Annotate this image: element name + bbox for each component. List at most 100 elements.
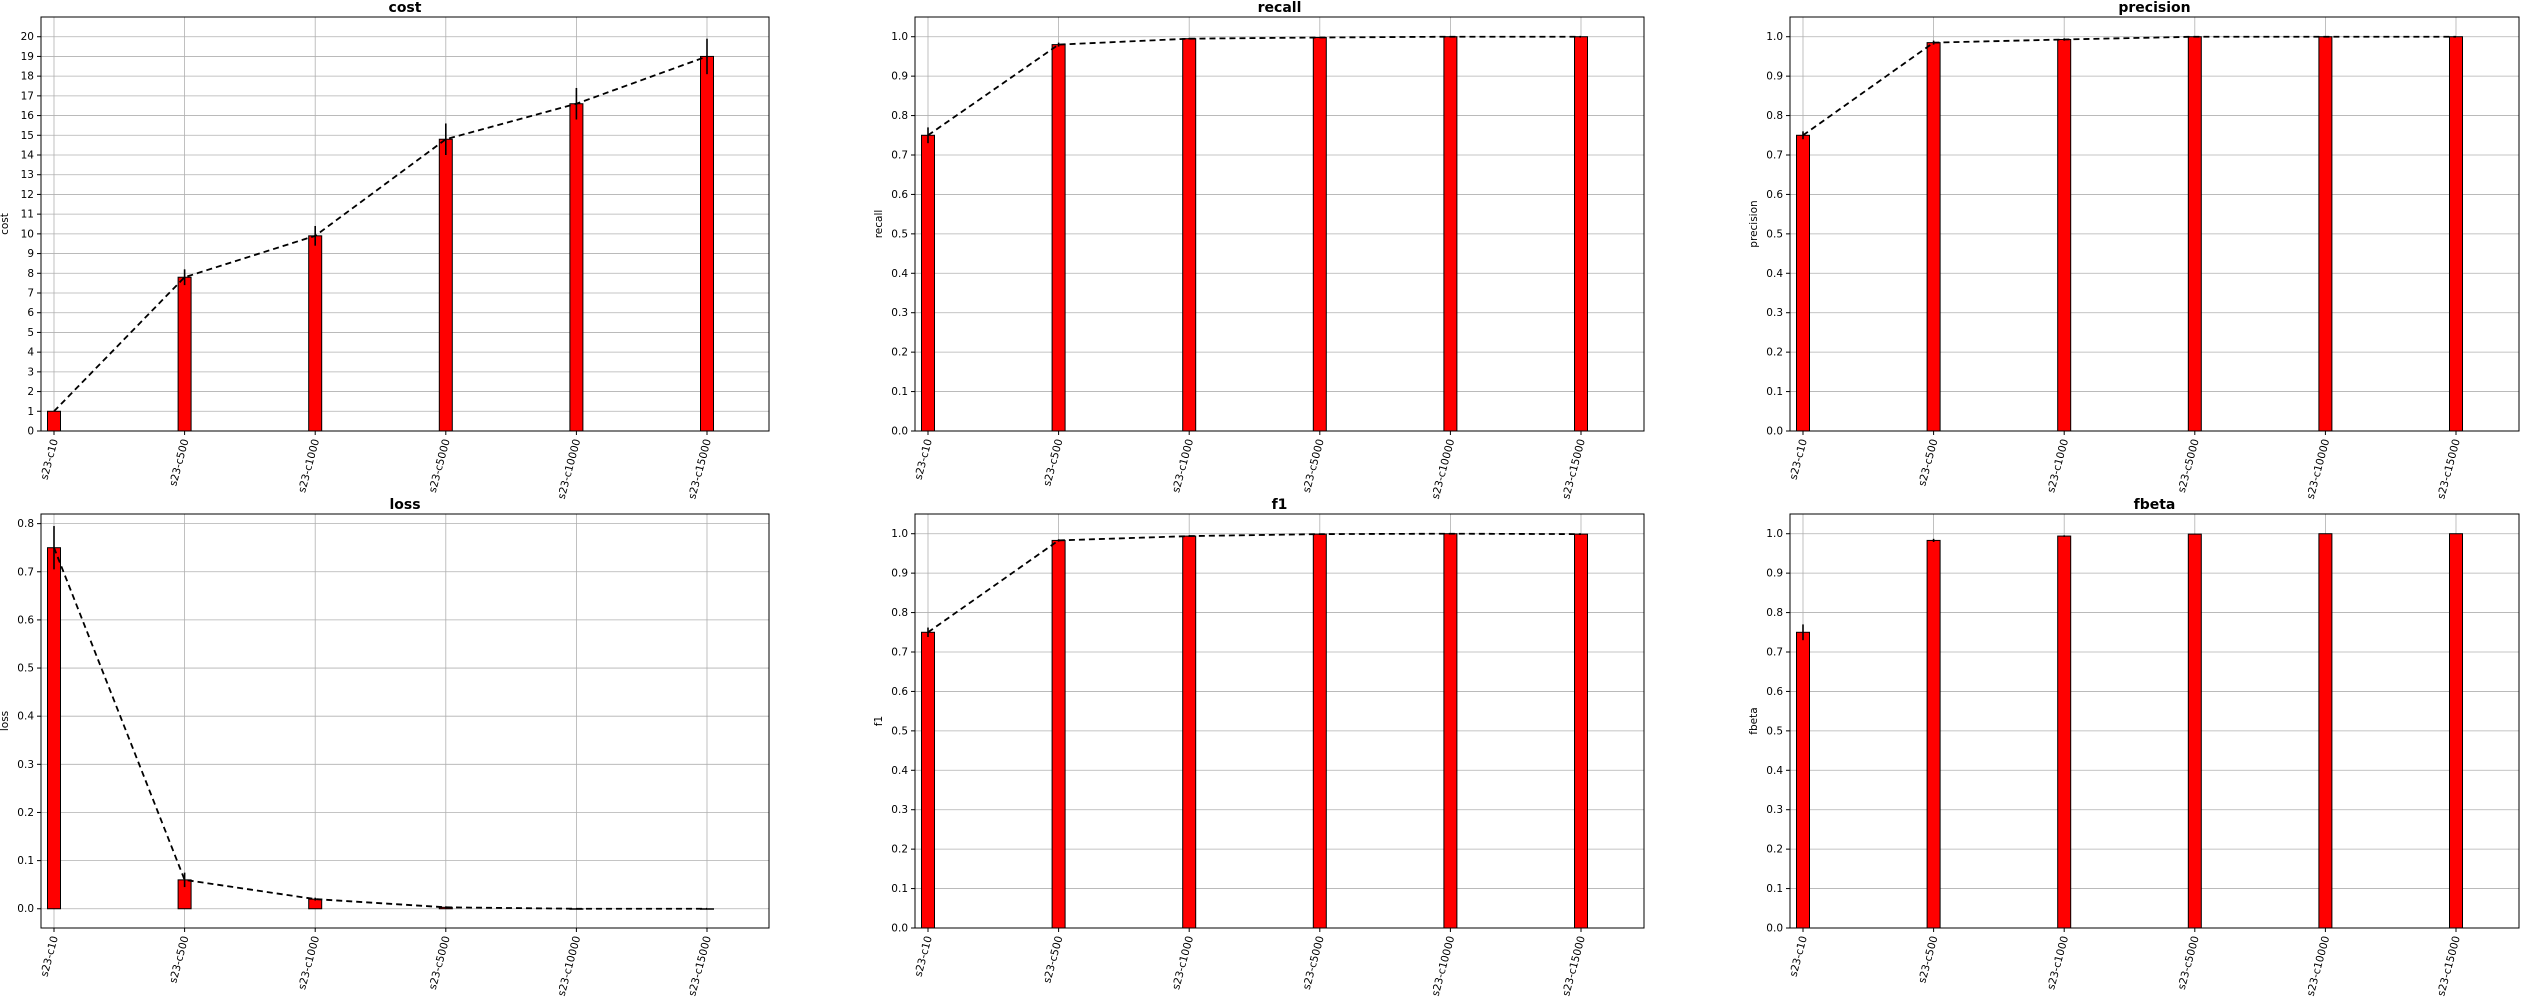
y-tick-label: 0.4 [1766, 765, 1783, 777]
axes-frame [40, 513, 770, 929]
y-tick-label: 0.2 [17, 807, 34, 819]
y-tick-label: 6 [27, 307, 34, 319]
y-tick-label: 0.1 [1766, 883, 1783, 895]
y-tick-label: 0.8 [891, 110, 908, 122]
y-tick-label: 0.0 [891, 923, 908, 935]
x-tick-label: s23-c500 [167, 438, 191, 488]
y-tick-label: 16 [21, 110, 35, 122]
y-tick-label: 0.2 [1766, 347, 1783, 359]
x-tick-label: s23-c500 [1041, 935, 1065, 985]
y-tick-label: 0.7 [891, 647, 908, 659]
y-tick-label: 0.0 [1766, 923, 1783, 935]
x-tick-label: s23-c5000 [1301, 935, 1327, 991]
y-tick-label: 0.8 [891, 607, 908, 619]
y-tick-label: 15 [21, 130, 34, 142]
bar [1796, 631, 1810, 929]
x-tick-label: s23-c500 [1916, 935, 1940, 985]
chart-title: f1 [1272, 497, 1288, 513]
bar [1443, 533, 1458, 929]
x-tick-label: s23-c500 [167, 935, 191, 985]
x-tick-label: s23-c10 [1787, 935, 1809, 978]
axes-frame [40, 16, 770, 432]
y-tick-label: 0.8 [1766, 110, 1783, 122]
x-tick-label: s23-c10000 [2305, 438, 2333, 501]
x-tick-label: s23-c10 [1787, 438, 1809, 481]
y-axis-label: precision [1748, 200, 1760, 247]
x-tick-label: s23-c10000 [2305, 935, 2333, 998]
bar [1312, 533, 1327, 929]
chart-title: recall [1258, 0, 1302, 16]
bar [1574, 36, 1588, 432]
x-tick-label: s23-c5000 [1301, 438, 1327, 494]
y-tick-label: 8 [27, 268, 34, 280]
chart-title: loss [389, 497, 420, 513]
y-tick-label: 0.1 [17, 855, 34, 867]
x-tick-label: s23-c1000 [1170, 438, 1196, 494]
y-tick-label: 0.4 [1766, 268, 1783, 280]
y-tick-label: 0.8 [1766, 607, 1783, 619]
y-tick-label: 0.1 [1766, 386, 1783, 398]
y-axis-label: loss [0, 711, 11, 731]
x-tick-label: s23-c10000 [556, 438, 584, 501]
trend-line [927, 35, 1581, 137]
y-tick-label: 0.7 [17, 566, 34, 578]
y-tick-label: 0.5 [891, 725, 908, 737]
bar [2057, 38, 2072, 432]
y-axis-label: cost [0, 213, 11, 235]
x-tick-label: s23-c10000 [1430, 935, 1458, 998]
bar [1182, 38, 1197, 432]
x-tick-label: s23-c5000 [427, 438, 453, 494]
chart-panel-fbeta: 0.0 0.1 0.2 0.3 0.4 0.5 0.6 0.7 0.8 0.9 1.0 s23-c10… [1748, 497, 2520, 998]
x-tick-label: s23-c15000 [2435, 935, 2463, 998]
bar [569, 103, 584, 432]
trend-line [53, 55, 708, 412]
bar [1312, 37, 1327, 432]
chart-panel-precision: 0.0 0.1 0.2 0.3 0.4 0.5 0.6 0.7 0.8 0.9 1.0 s23-c10… [1748, 0, 2520, 501]
y-tick-label: 1.0 [891, 528, 908, 540]
y-tick-label: 17 [21, 90, 34, 102]
y-tick-label: 0.3 [891, 307, 908, 319]
y-tick-label: 4 [27, 347, 34, 359]
bar [1796, 134, 1810, 432]
y-tick-label: 5 [27, 327, 34, 339]
bar [47, 547, 61, 910]
y-tick-label: 7 [27, 288, 34, 300]
y-axis-label: recall [873, 210, 885, 239]
x-tick-label: s23-c1000 [1170, 935, 1196, 991]
y-axis-label: f1 [873, 716, 885, 726]
y-tick-label: 1.0 [1766, 528, 1783, 540]
x-tick-label: s23-c1000 [2045, 438, 2071, 494]
y-tick-label: 0.7 [1766, 150, 1783, 162]
chart-title: fbeta [2134, 497, 2176, 513]
chart-panel-recall: 0.0 0.1 0.2 0.3 0.4 0.5 0.6 0.7 0.8 0.9 1.0 s23-c10… [873, 0, 1645, 501]
y-tick-label: 0 [27, 426, 34, 438]
x-tick-label: s23-c5000 [2176, 935, 2202, 991]
chart-title: precision [2118, 0, 2190, 16]
trend-line [53, 547, 707, 910]
x-tick-label: s23-c5000 [2176, 438, 2202, 494]
y-tick-label: 0.3 [891, 804, 908, 816]
bar [1051, 539, 1066, 929]
x-tick-label: s23-c15000 [1560, 438, 1588, 501]
bar [2318, 36, 2333, 432]
y-tick-label: 0.3 [1766, 307, 1783, 319]
y-tick-label: 0.1 [891, 386, 908, 398]
chart-panel-loss: 0.0 0.1 0.2 0.3 0.4 0.5 0.6 0.7 0.8 s23-c10 s23-c5… [0, 497, 770, 998]
x-tick-label: s23-c10 [38, 935, 60, 978]
y-tick-label: 0.7 [1766, 647, 1783, 659]
y-tick-label: 11 [21, 209, 34, 221]
y-tick-label: 0.5 [1766, 228, 1783, 240]
axes-frame [1789, 513, 2520, 929]
bar [1574, 533, 1588, 929]
chart-panel-f1: 0.0 0.1 0.2 0.3 0.4 0.5 0.6 0.7 0.8 0.9 1.0 s23-c10… [873, 497, 1645, 998]
y-tick-label: 0.4 [891, 765, 908, 777]
bar [177, 276, 192, 432]
y-tick-label: 0.3 [1766, 804, 1783, 816]
x-tick-label: s23-c15000 [1560, 935, 1588, 998]
y-tick-label: 20 [21, 31, 34, 43]
x-tick-label: s23-c10000 [556, 935, 584, 998]
y-tick-label: 0.2 [1766, 844, 1783, 856]
y-axis-label: fbeta [1748, 707, 1760, 734]
y-tick-label: 0.2 [891, 844, 908, 856]
